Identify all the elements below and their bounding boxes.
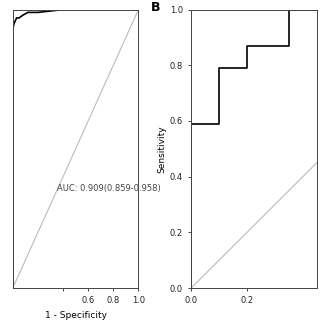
Y-axis label: Sensitivity: Sensitivity xyxy=(158,125,167,172)
Text: B: B xyxy=(151,1,161,14)
Text: AUC: 0.909(0.859-0.958): AUC: 0.909(0.859-0.958) xyxy=(57,184,161,193)
X-axis label: 1 - Specificity: 1 - Specificity xyxy=(44,311,107,320)
Text: 1: 1 xyxy=(319,305,320,314)
